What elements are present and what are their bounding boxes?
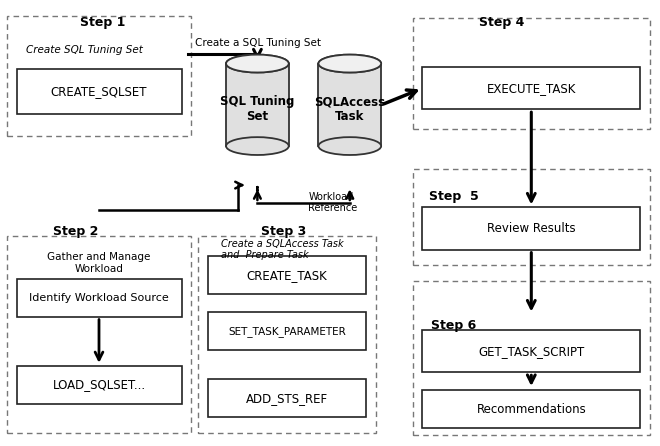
Text: Step 1: Step 1 <box>80 16 125 29</box>
Ellipse shape <box>318 54 381 73</box>
Text: SET_TASK_PARAMETER: SET_TASK_PARAMETER <box>228 326 346 337</box>
Bar <box>412 281 650 435</box>
Text: CREATE_SQLSET: CREATE_SQLSET <box>51 85 147 98</box>
Text: CREATE_TASK: CREATE_TASK <box>247 269 327 282</box>
Polygon shape <box>319 64 381 146</box>
Bar <box>422 390 640 428</box>
Text: Create a SQLAccess Task
and  Prepare Task: Create a SQLAccess Task and Prepare Task <box>221 239 344 260</box>
Bar <box>208 256 366 294</box>
Polygon shape <box>226 64 289 146</box>
Text: ADD_STS_REF: ADD_STS_REF <box>246 392 328 405</box>
Text: Create SQL Tuning Set: Create SQL Tuning Set <box>26 45 143 54</box>
Bar <box>198 236 376 433</box>
Text: Review Results: Review Results <box>487 222 576 235</box>
Text: Step  5: Step 5 <box>429 190 479 202</box>
Text: Workload
Reference: Workload Reference <box>308 192 358 213</box>
Text: GET_TASK_SCRIPT: GET_TASK_SCRIPT <box>478 345 584 358</box>
Bar <box>7 16 191 136</box>
Bar <box>208 312 366 350</box>
Text: Step 4: Step 4 <box>479 16 524 29</box>
Text: Step 2: Step 2 <box>53 225 98 238</box>
Bar <box>422 330 640 372</box>
Bar <box>16 366 182 404</box>
Text: EXECUTE_TASK: EXECUTE_TASK <box>486 82 576 95</box>
Text: Gather and Manage
Workload: Gather and Manage Workload <box>48 252 150 273</box>
Bar <box>412 169 650 265</box>
Bar <box>16 279 182 317</box>
Ellipse shape <box>318 54 381 73</box>
Bar <box>208 379 366 417</box>
Ellipse shape <box>226 54 289 73</box>
Text: SQL Tuning
Set: SQL Tuning Set <box>220 95 294 123</box>
Ellipse shape <box>318 137 381 155</box>
Text: SQLAccess
Task: SQLAccess Task <box>314 95 385 123</box>
Text: Create a SQL Tuning Set: Create a SQL Tuning Set <box>195 38 321 48</box>
Bar <box>16 69 182 114</box>
Bar <box>412 18 650 129</box>
Text: Identify Workload Source: Identify Workload Source <box>29 293 169 303</box>
Text: Step 3: Step 3 <box>261 225 306 238</box>
Bar <box>422 207 640 250</box>
Bar <box>422 67 640 109</box>
Text: Recommendations: Recommendations <box>477 403 586 416</box>
Text: LOAD_SQLSET...: LOAD_SQLSET... <box>52 378 146 391</box>
Ellipse shape <box>226 54 289 73</box>
Ellipse shape <box>226 137 289 155</box>
Text: Step 6: Step 6 <box>432 319 477 332</box>
Bar <box>7 236 191 433</box>
